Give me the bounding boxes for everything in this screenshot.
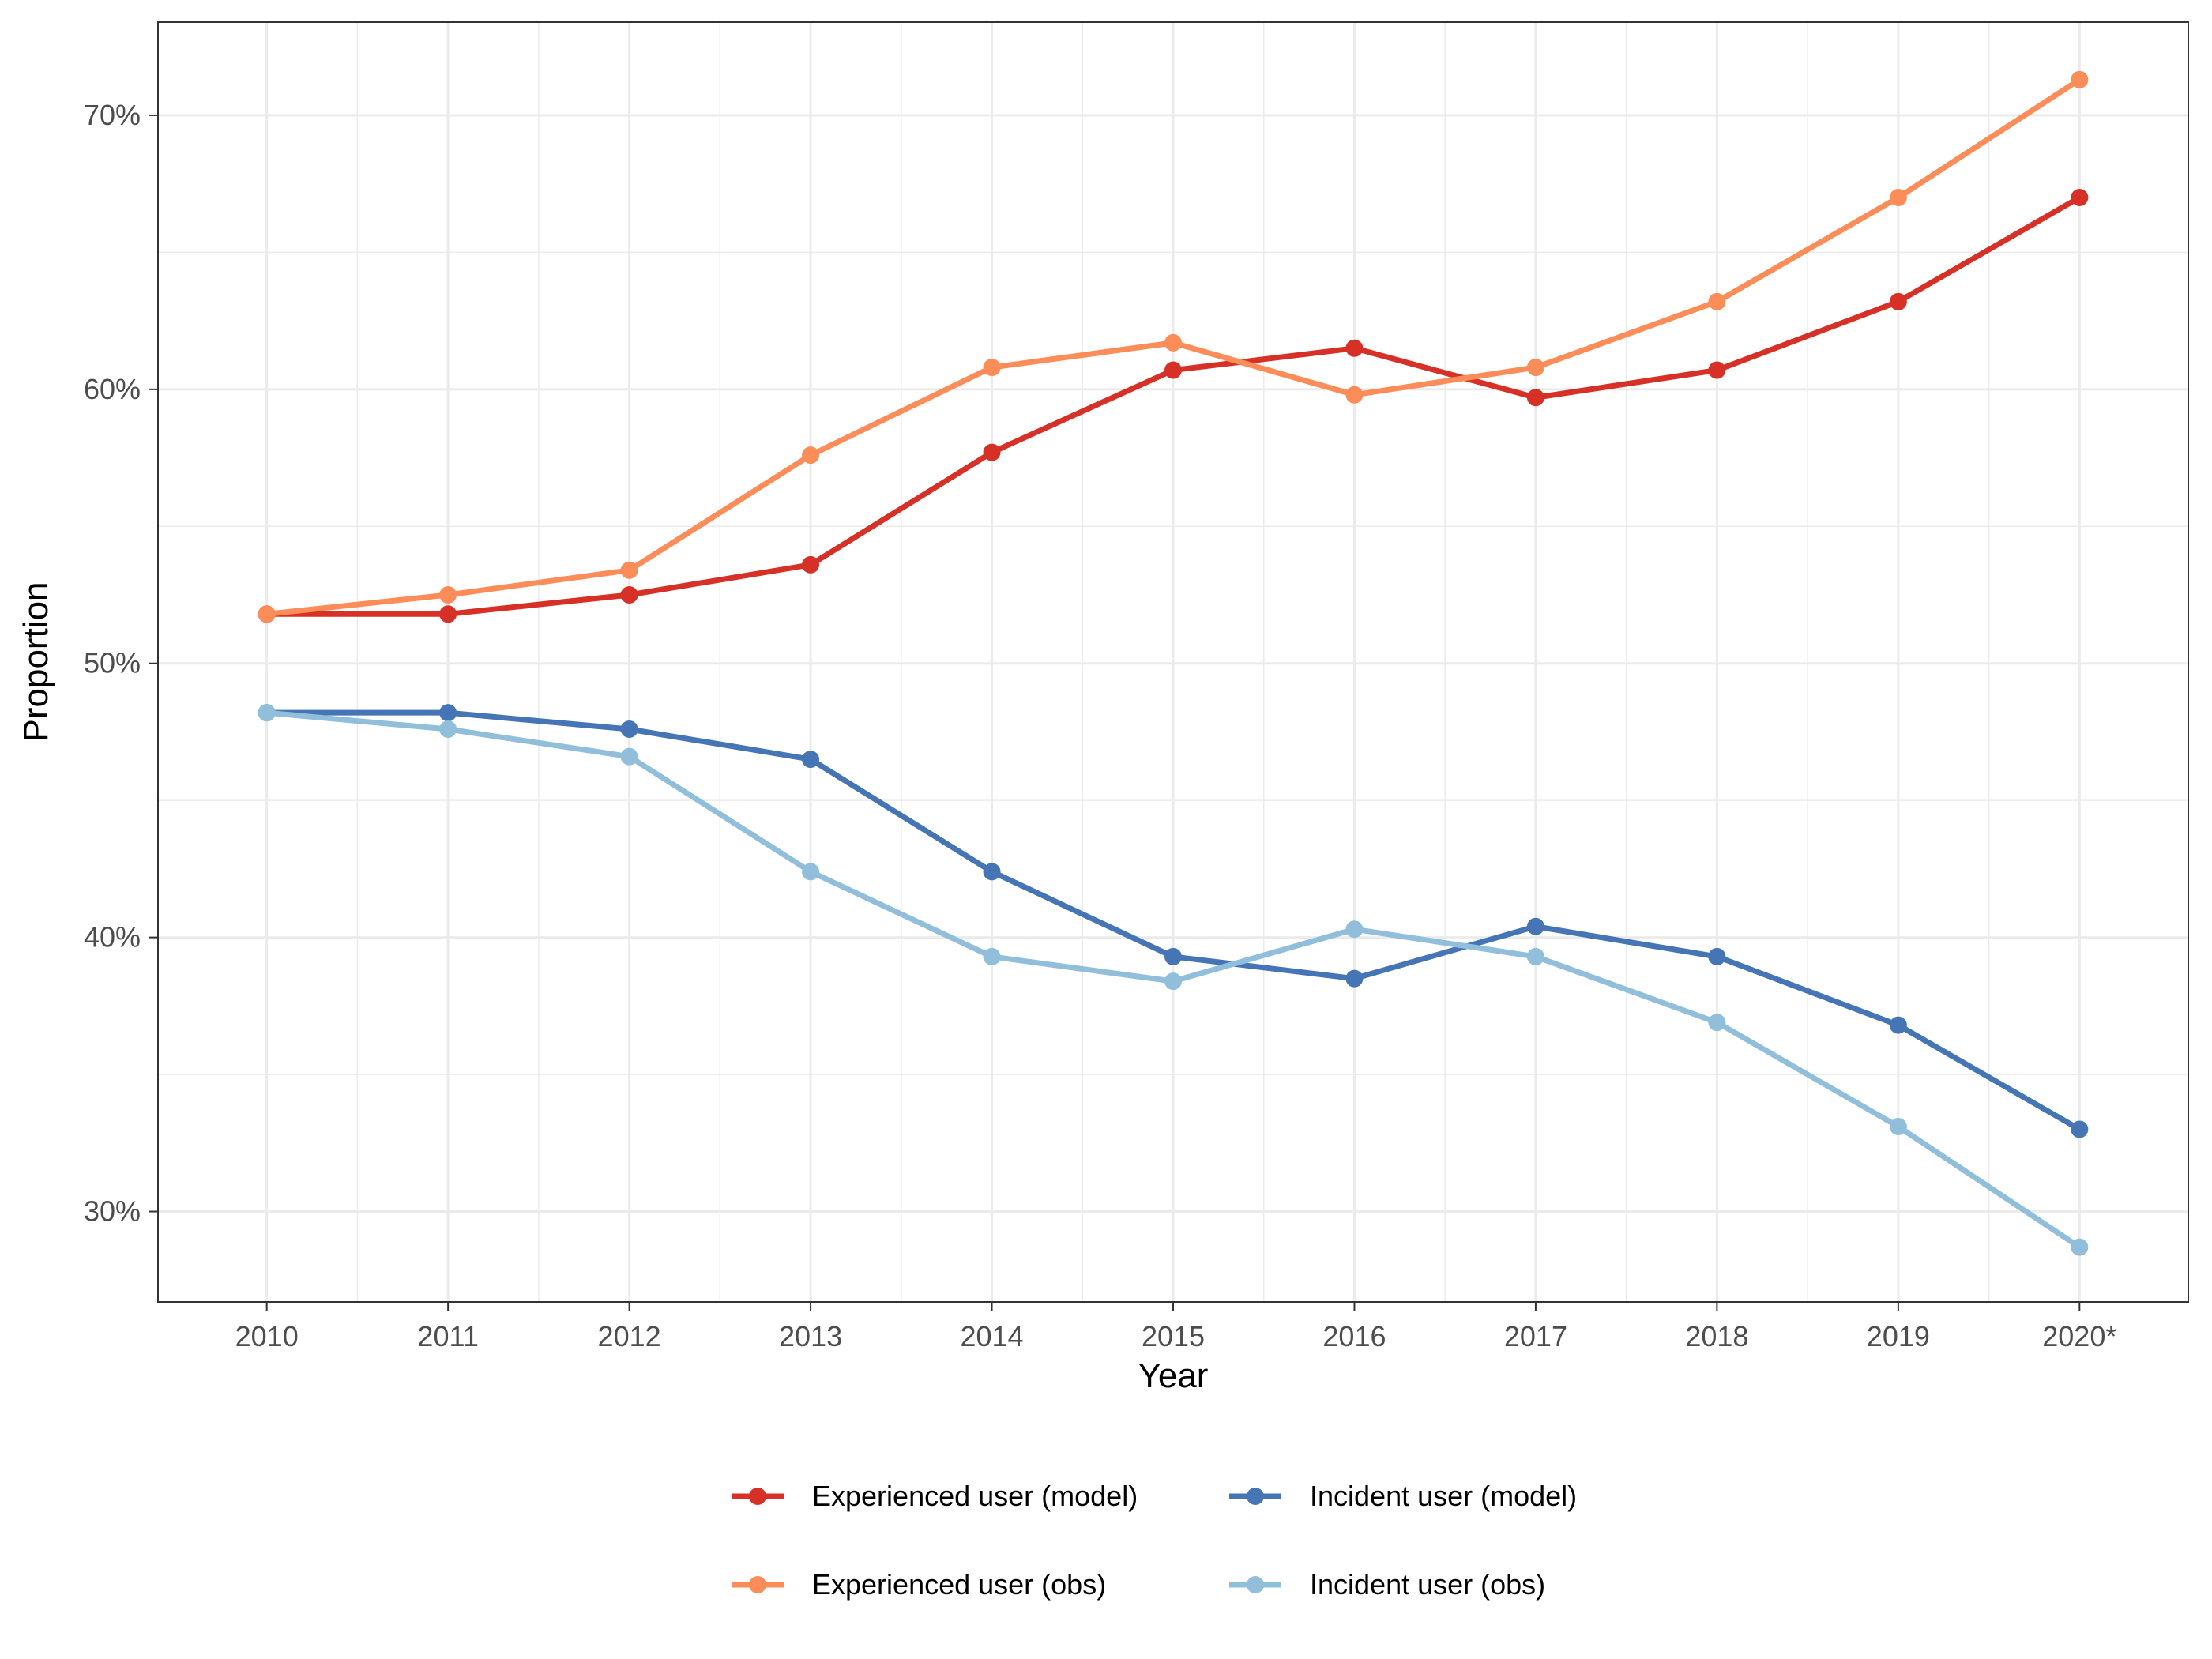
data-point [2071, 189, 2089, 207]
data-point [258, 605, 276, 623]
data-point [1526, 947, 1544, 965]
data-point [1345, 969, 1364, 988]
data-point [2071, 1238, 2089, 1256]
data-point [2071, 1120, 2089, 1138]
x-tick-label: 2016 [1322, 1320, 1386, 1352]
data-point [1889, 292, 1907, 310]
legend-label: Experienced user (model) [812, 1480, 1138, 1512]
legend-key-point [749, 1576, 766, 1593]
data-point [258, 704, 276, 722]
y-axis-title: Proportion [17, 581, 55, 742]
data-point [620, 561, 638, 579]
legend: Experienced user (model) Incident user (m… [732, 1480, 1577, 1601]
data-point [1164, 947, 1182, 965]
data-point [802, 555, 820, 574]
data-point [802, 446, 820, 465]
data-point [802, 750, 820, 769]
data-point [620, 720, 638, 738]
data-point [1164, 333, 1182, 352]
axis-layer: 2010 2011 2012 2013 2014 2015 2016 2017 2018 2019… [84, 99, 2116, 1352]
legend-key-point [1247, 1576, 1264, 1593]
x-tick-label: 2015 [1142, 1320, 1205, 1352]
data-point [1526, 917, 1544, 935]
data-point [983, 947, 1001, 965]
y-tick-label: 40% [84, 921, 141, 954]
x-tick-label: 2013 [779, 1320, 842, 1352]
legend-key-point [1247, 1488, 1264, 1505]
x-tick-label: 2012 [598, 1320, 661, 1352]
y-tick-label: 60% [84, 373, 141, 405]
data-point [439, 704, 457, 722]
data-point [1889, 189, 1907, 207]
data-point [1345, 339, 1364, 357]
data-point [983, 443, 1001, 461]
data-point [620, 747, 638, 766]
y-tick-label: 30% [84, 1195, 141, 1228]
data-point [439, 586, 457, 604]
data-point [439, 605, 457, 623]
x-tick-label: 2019 [1867, 1320, 1930, 1352]
data-point [1164, 361, 1182, 379]
data-point [620, 586, 638, 604]
data-point [1708, 292, 1726, 310]
x-tick-label: 2017 [1504, 1320, 1567, 1352]
x-tick-label: 2014 [960, 1320, 1023, 1352]
y-tick-label: 50% [84, 647, 141, 679]
data-point [1164, 972, 1182, 991]
data-point [1708, 361, 1726, 379]
data-point [983, 359, 1001, 377]
x-tick-label: 2010 [235, 1320, 299, 1352]
series-layer [258, 70, 2089, 1256]
data-point [1708, 947, 1726, 965]
data-point [1889, 1117, 1907, 1135]
legend-label: Incident user (obs) [1310, 1568, 1545, 1601]
data-point [1526, 359, 1544, 377]
data-point [439, 720, 457, 738]
x-axis-title: Year [1138, 1356, 1209, 1395]
data-point [1345, 920, 1364, 939]
legend-label: Incident user (model) [1310, 1480, 1577, 1512]
x-tick-label: 2011 [417, 1320, 478, 1352]
legend-label: Experienced user (obs) [812, 1568, 1106, 1601]
y-tick-label: 70% [84, 99, 141, 131]
data-point [1526, 389, 1544, 407]
data-point [1345, 386, 1364, 404]
x-tick-label: 2020* [2042, 1320, 2116, 1352]
data-point [2071, 70, 2089, 88]
data-point [802, 863, 820, 881]
major-gridlines [158, 22, 2188, 1302]
legend-key-point [749, 1488, 766, 1505]
data-point [983, 863, 1001, 881]
x-tick-label: 2018 [1685, 1320, 1748, 1352]
data-point [1708, 1014, 1726, 1032]
data-point [1889, 1016, 1907, 1034]
